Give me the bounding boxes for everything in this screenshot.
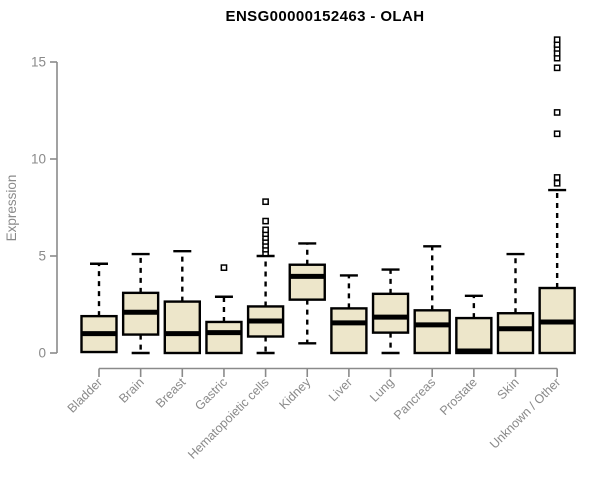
boxplot-prostate [455, 294, 493, 355]
x-tick-label: Breast [153, 375, 189, 411]
iqr-box [205, 320, 243, 355]
outlier-point [553, 174, 561, 181]
chart-title: ENSG00000152463 - OLAH [226, 8, 425, 25]
axes: 0 5 10 15 Bladder Brain Breast GastricHematopoi… [31, 55, 563, 462]
iqr-box [288, 263, 326, 301]
iqr-box [330, 307, 368, 355]
boxplot-kidney [288, 242, 326, 345]
x-tick-label: Lung [367, 375, 397, 405]
boxplot-unknown-other [538, 36, 576, 355]
iqr-box [455, 316, 493, 355]
outlier-point [553, 130, 561, 138]
iqr-box [371, 292, 410, 334]
outlier-point [553, 36, 561, 44]
y-axis-label: Expression [4, 175, 19, 242]
outlier-point [553, 109, 561, 116]
x-tick-label: Prostate [437, 375, 480, 418]
x-tick-label: Skin [495, 375, 522, 402]
boxplot-hematopoietic-cells [246, 198, 285, 355]
iqr-box [413, 309, 451, 355]
outlier-point [553, 179, 561, 187]
outlier-point [220, 264, 228, 271]
y-tick-label: 10 [31, 152, 46, 167]
outlier-point [262, 217, 269, 225]
boxplot-bladder [80, 262, 118, 354]
x-tick-label: Hematopoietic cells [185, 375, 272, 462]
y-tick-label: 15 [31, 55, 46, 70]
x-tick-label: Gastric [192, 375, 230, 413]
outlier-point [553, 64, 561, 72]
boxplot-lung [371, 268, 410, 355]
x-tick-label: Unknown / Other [487, 375, 563, 451]
x-tick-label: Pancreas [391, 375, 438, 422]
boxplot-skin [496, 252, 535, 355]
y-tick-label: 0 [38, 346, 46, 361]
boxplot-gastric [205, 264, 243, 355]
boxes-group [80, 36, 576, 355]
boxplot-pancreas [413, 245, 451, 355]
outlier-point [262, 198, 269, 206]
boxplot-brain [121, 252, 160, 355]
x-tick-label: Kidney [276, 375, 313, 412]
y-tick-label: 5 [38, 249, 46, 264]
iqr-box [496, 312, 535, 355]
outlier-point [262, 226, 269, 234]
x-tick-label: Bladder [65, 375, 105, 415]
boxplot-breast [163, 249, 202, 355]
iqr-box [163, 300, 202, 355]
boxplot-liver [330, 274, 368, 355]
x-tick-label: Brain [116, 375, 147, 406]
x-tick-label: Liver [326, 375, 355, 404]
